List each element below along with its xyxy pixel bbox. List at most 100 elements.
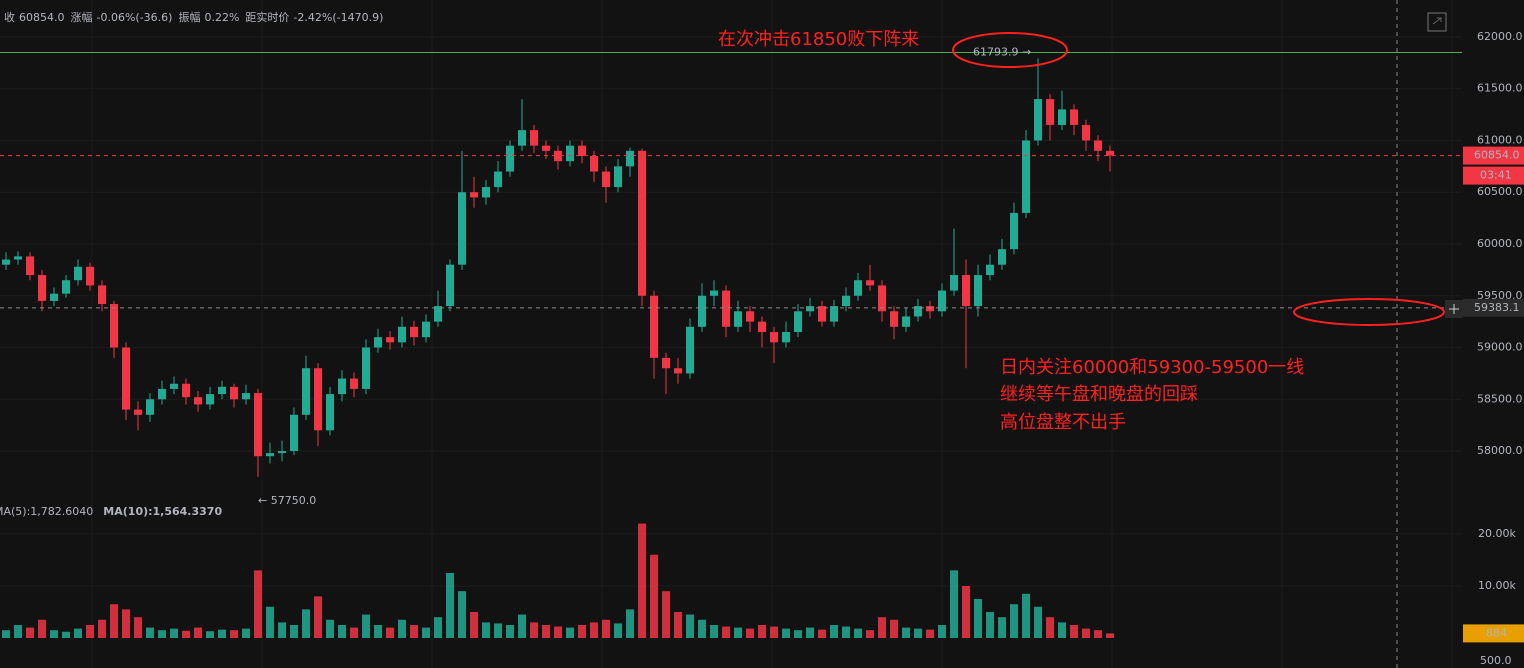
volume-bar: [146, 627, 154, 638]
volume-bar: [38, 619, 46, 638]
volume-bar: [470, 611, 478, 638]
candle-body: [890, 311, 898, 327]
annotation: 继续等午盘和晚盘的回踩: [1000, 384, 1198, 405]
price-label: 60854.0: [1474, 149, 1520, 162]
price-label-box: [1463, 298, 1524, 317]
volume-bar: [122, 609, 130, 638]
candle-body: [170, 383, 178, 389]
volume-bar: [62, 631, 70, 638]
candle-body: [530, 130, 538, 146]
volume-bar: [110, 604, 118, 638]
candle-body: [1034, 99, 1042, 141]
candle-body: [1058, 109, 1066, 125]
candle-body: [398, 326, 406, 343]
annotation: 高位盘整不出手: [1000, 412, 1126, 433]
candle-body: [50, 293, 58, 301]
volume-bar: [590, 622, 598, 638]
volume-bar: [194, 627, 202, 638]
volume-bar: [338, 624, 346, 638]
volume-bar: [314, 596, 322, 638]
candle-body: [158, 388, 166, 400]
header-value: 60854.0: [19, 11, 65, 24]
candle-body: [362, 347, 370, 389]
volume-bar: [398, 619, 406, 638]
candle-body: [590, 156, 598, 172]
candle-body: [938, 290, 946, 312]
candle-body: [338, 378, 346, 395]
volume-bar: [386, 627, 394, 638]
expand-arrow: [1432, 17, 1442, 25]
candle-body: [818, 306, 826, 322]
candle-body: [470, 192, 478, 198]
volume-bar: [218, 629, 226, 638]
candle-body: [746, 311, 754, 322]
volume-bar: [794, 630, 802, 638]
volume-bar: [1022, 593, 1030, 638]
y-tick-label: 59500.0: [1477, 289, 1523, 302]
candle-body: [614, 166, 622, 188]
candle-body: [650, 295, 658, 358]
annotation: 日内关注60000和59300-59500一线: [1000, 357, 1304, 378]
candle-body: [554, 150, 562, 162]
candle-body: [638, 150, 646, 296]
volume-bar: [926, 629, 934, 638]
volume-bar: [74, 628, 82, 638]
y-tick-label: 60500.0: [1477, 185, 1523, 198]
volume-bar: [542, 624, 550, 638]
candle-body: [1070, 109, 1078, 125]
candle-body: [710, 290, 718, 296]
volume-bar: [458, 591, 466, 638]
volume-bar: [350, 627, 358, 638]
countdown-box: [1463, 166, 1524, 185]
candle-body: [458, 192, 466, 265]
expand-button[interactable]: [1427, 12, 1447, 32]
volume-bar: [302, 609, 310, 638]
volume-bar: [98, 619, 106, 638]
candle-body: [962, 275, 970, 307]
volume-bar: [374, 624, 382, 638]
volume-bar: [938, 624, 946, 638]
candle-body: [266, 453, 274, 457]
candle-body: [998, 249, 1006, 265]
volume-bar: [506, 624, 514, 638]
candle-body: [566, 145, 574, 162]
volume-bar: [914, 628, 922, 638]
candle-body: [14, 256, 22, 260]
volume-bar: [182, 630, 190, 638]
volume-bar: [950, 570, 958, 638]
volume-bar: [494, 623, 502, 638]
volume-bar: [242, 628, 250, 638]
candle-body: [950, 275, 958, 291]
expand-icon[interactable]: [1427, 12, 1447, 32]
volume-bar: [50, 630, 58, 638]
annotation: 在次冲击61850败下阵来: [718, 29, 919, 50]
y-tick-label: 61500.0: [1477, 82, 1523, 95]
highlight-ellipse: [952, 32, 1068, 68]
volume-bar: [1034, 606, 1042, 638]
candle-body: [662, 357, 670, 369]
add-button[interactable]: [1445, 300, 1463, 318]
candle-body: [602, 171, 610, 188]
volume-bar: [674, 611, 682, 638]
ma-label: MA(5):1,782.6040: [0, 505, 93, 518]
candle-body: [446, 264, 454, 307]
volume-bar: [986, 611, 994, 638]
candle-body: [230, 386, 238, 400]
y-tick-label: 61000.0: [1477, 133, 1523, 146]
volume-bar: [1106, 633, 1114, 638]
candle-body: [254, 393, 262, 457]
volume-bar: [134, 617, 142, 638]
grid: [0, 0, 1462, 668]
volume-label: 884: [1486, 626, 1507, 639]
volume-bar: [734, 627, 742, 638]
volume-bar: [206, 631, 214, 638]
countdown: 03:41: [1480, 169, 1512, 182]
volume-bar: [1010, 604, 1018, 638]
volume-bar: [698, 619, 706, 638]
volume-bar: [782, 628, 790, 638]
candle-body: [878, 285, 886, 312]
volume-bar: [230, 630, 238, 638]
volume-bar: [854, 628, 862, 638]
ma-label: MA(10):1,564.3370: [103, 505, 222, 518]
